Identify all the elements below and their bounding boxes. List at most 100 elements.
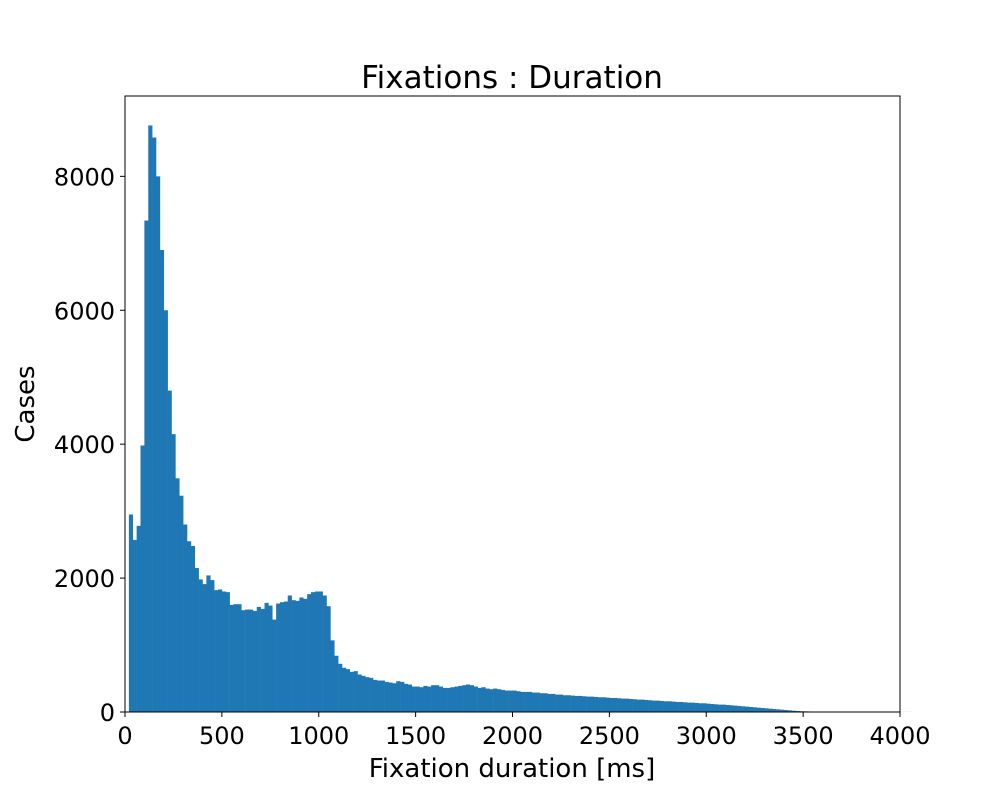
histogram-bar xyxy=(671,701,676,712)
histogram-bar xyxy=(787,710,792,712)
histogram-bar xyxy=(280,602,285,712)
histogram-bar xyxy=(729,705,734,712)
histogram-bar xyxy=(783,709,788,712)
histogram-bar xyxy=(132,539,137,712)
histogram-bar xyxy=(504,690,509,712)
histogram-bar xyxy=(601,697,606,712)
histogram-bar xyxy=(140,445,145,712)
histogram-bar xyxy=(683,702,688,712)
histogram-bar xyxy=(578,695,583,712)
x-tick-label: 1500 xyxy=(385,722,446,750)
histogram-bar xyxy=(229,604,234,712)
histogram-bar xyxy=(187,541,192,712)
histogram-bar xyxy=(334,655,339,712)
histogram-bar xyxy=(318,591,323,712)
histogram-bar xyxy=(431,685,436,712)
histogram-bar xyxy=(648,700,653,712)
histogram-bar xyxy=(508,690,513,712)
histogram-bar xyxy=(609,697,614,712)
histogram-bar xyxy=(175,478,180,712)
histogram-bar xyxy=(551,693,556,712)
histogram-bar xyxy=(477,687,482,712)
histogram-bar xyxy=(407,684,413,712)
histogram-bar xyxy=(497,689,502,712)
histogram-bar xyxy=(283,601,289,712)
histogram-bar xyxy=(303,598,308,712)
histogram-bar xyxy=(435,685,440,712)
histogram-bar xyxy=(311,592,316,712)
histogram-bar xyxy=(624,698,630,712)
histogram-bar xyxy=(450,687,455,712)
histogram-bar xyxy=(791,710,796,712)
histogram-bar xyxy=(737,705,742,712)
histogram-bar xyxy=(621,698,626,712)
histogram-bar xyxy=(717,704,723,712)
histogram-bar xyxy=(524,691,529,712)
histogram-bar xyxy=(314,591,320,712)
histogram-bar xyxy=(760,707,765,712)
histogram-bar xyxy=(156,176,161,713)
histogram-bar xyxy=(597,697,602,712)
histogram-bar xyxy=(516,691,521,712)
histogram-bar xyxy=(772,708,777,712)
x-tick-label: 0 xyxy=(117,722,132,750)
histogram-bar xyxy=(326,606,331,712)
histogram-bar xyxy=(353,671,358,712)
histogram-bar xyxy=(272,619,277,712)
histogram-bar xyxy=(427,686,432,712)
histogram-bar xyxy=(613,697,618,712)
y-tick-label: 4000 xyxy=(54,431,115,459)
histogram-bar xyxy=(376,680,382,712)
histogram-bar xyxy=(276,603,281,712)
histogram-bar xyxy=(384,681,389,712)
histogram-bar xyxy=(225,592,230,712)
x-tick-label: 3000 xyxy=(676,722,737,750)
histogram-bar xyxy=(415,686,420,712)
histogram-bar xyxy=(764,708,769,712)
histogram-bar xyxy=(454,686,459,712)
histogram-bar xyxy=(260,608,265,712)
histogram-bar xyxy=(776,709,781,712)
histogram-bar xyxy=(400,681,405,712)
x-axis-ticks: 0 500 1000 1500 2000 2500 3000 3500 4000 xyxy=(117,712,931,750)
histogram-bar xyxy=(214,590,219,712)
y-tick-label: 0 xyxy=(100,699,115,727)
histogram-bar xyxy=(458,685,463,712)
histogram-bar xyxy=(411,686,416,712)
histogram-bar xyxy=(512,690,517,712)
histogram-bar xyxy=(617,698,622,712)
y-tick-label: 6000 xyxy=(54,297,115,325)
histogram-bar xyxy=(380,680,385,712)
histogram-bar xyxy=(419,687,424,712)
histogram-bar xyxy=(636,699,641,712)
histogram-bar xyxy=(221,591,227,712)
histogram-bar xyxy=(396,681,401,712)
histogram-bar xyxy=(644,699,649,712)
histogram-bar xyxy=(299,597,304,712)
x-tick-label: 4000 xyxy=(869,722,930,750)
histogram-bar xyxy=(632,699,637,712)
y-tick-label: 8000 xyxy=(54,163,115,191)
histogram-bar xyxy=(628,698,633,712)
histogram-bar xyxy=(481,687,486,712)
histogram-bar xyxy=(721,704,726,712)
histogram-bar xyxy=(287,595,292,712)
histogram-bar xyxy=(163,310,168,712)
histogram-bar xyxy=(539,693,544,712)
histogram-bar xyxy=(667,701,672,712)
histogram-bar xyxy=(547,693,552,712)
histogram-bar xyxy=(202,584,207,712)
histogram-bar xyxy=(535,692,540,712)
histogram-bar xyxy=(698,703,703,712)
histogram-bar xyxy=(349,671,354,712)
histogram-bar xyxy=(198,579,203,712)
histogram-bar xyxy=(194,568,199,712)
histogram-bar xyxy=(570,695,575,712)
histogram-bar xyxy=(210,580,215,712)
histogram-bar xyxy=(345,669,351,712)
x-tick-label: 500 xyxy=(199,722,245,750)
histogram-bar xyxy=(582,696,587,712)
histogram-bar xyxy=(466,684,471,712)
histogram-bar xyxy=(423,685,428,712)
